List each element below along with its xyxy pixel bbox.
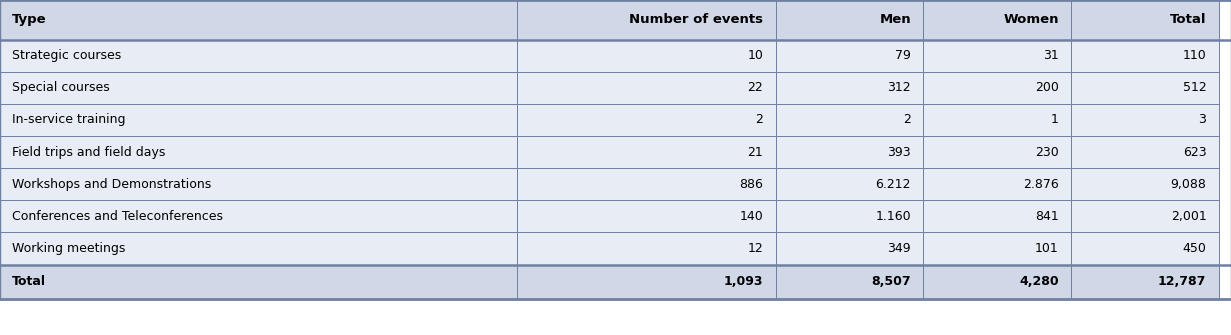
Text: 12: 12 — [747, 242, 763, 255]
Bar — [1071, 72, 1219, 104]
Bar — [0, 265, 517, 299]
Bar — [923, 232, 1071, 265]
Text: 1: 1 — [1051, 114, 1059, 126]
Text: 140: 140 — [740, 210, 763, 223]
Bar — [1071, 40, 1219, 72]
Text: 1.160: 1.160 — [875, 210, 911, 223]
Text: Field trips and field days: Field trips and field days — [12, 146, 166, 158]
Bar — [776, 265, 923, 299]
Bar — [776, 0, 923, 40]
Text: 450: 450 — [1183, 242, 1206, 255]
Text: Type: Type — [12, 13, 47, 26]
Bar — [1071, 232, 1219, 265]
Bar — [0, 168, 517, 200]
Text: Workshops and Demonstrations: Workshops and Demonstrations — [12, 178, 212, 191]
Text: 2: 2 — [756, 114, 763, 126]
Bar — [923, 0, 1071, 40]
Bar — [517, 72, 776, 104]
Text: 393: 393 — [888, 146, 911, 158]
Text: Strategic courses: Strategic courses — [12, 49, 122, 62]
Bar — [776, 104, 923, 136]
Text: Conferences and Teleconferences: Conferences and Teleconferences — [12, 210, 223, 223]
Bar — [0, 200, 517, 232]
Text: 623: 623 — [1183, 146, 1206, 158]
Text: 230: 230 — [1035, 146, 1059, 158]
Text: 312: 312 — [888, 81, 911, 94]
Bar — [517, 40, 776, 72]
Bar — [923, 168, 1071, 200]
Text: 31: 31 — [1043, 49, 1059, 62]
Text: 22: 22 — [747, 81, 763, 94]
Text: Total: Total — [12, 275, 47, 288]
Text: In-service training: In-service training — [12, 114, 126, 126]
Text: Number of events: Number of events — [629, 13, 763, 26]
Bar — [1071, 265, 1219, 299]
Bar — [517, 265, 776, 299]
Text: Women: Women — [1003, 13, 1059, 26]
Bar — [923, 200, 1071, 232]
Text: 6.212: 6.212 — [875, 178, 911, 191]
Bar — [776, 168, 923, 200]
Bar — [776, 72, 923, 104]
Bar — [776, 232, 923, 265]
Text: 1,093: 1,093 — [724, 275, 763, 288]
Bar — [776, 40, 923, 72]
Bar — [0, 136, 517, 168]
Bar — [1071, 136, 1219, 168]
Bar — [1071, 200, 1219, 232]
Bar — [0, 232, 517, 265]
Text: 8,507: 8,507 — [872, 275, 911, 288]
Text: 110: 110 — [1183, 49, 1206, 62]
Text: 841: 841 — [1035, 210, 1059, 223]
Bar — [0, 72, 517, 104]
Text: 2.876: 2.876 — [1023, 178, 1059, 191]
Bar — [923, 265, 1071, 299]
Bar — [1071, 0, 1219, 40]
Text: 349: 349 — [888, 242, 911, 255]
Bar — [1071, 168, 1219, 200]
Text: 4,280: 4,280 — [1019, 275, 1059, 288]
Text: 101: 101 — [1035, 242, 1059, 255]
Bar — [517, 104, 776, 136]
Bar — [776, 136, 923, 168]
Text: 200: 200 — [1035, 81, 1059, 94]
Bar — [923, 104, 1071, 136]
Text: 9,088: 9,088 — [1171, 178, 1206, 191]
Text: 886: 886 — [740, 178, 763, 191]
Text: Special courses: Special courses — [12, 81, 110, 94]
Text: 3: 3 — [1199, 114, 1206, 126]
Bar — [776, 200, 923, 232]
Text: 12,787: 12,787 — [1158, 275, 1206, 288]
Bar — [0, 104, 517, 136]
Text: 10: 10 — [747, 49, 763, 62]
Text: 512: 512 — [1183, 81, 1206, 94]
Text: Total: Total — [1169, 13, 1206, 26]
Text: 2,001: 2,001 — [1171, 210, 1206, 223]
Text: 79: 79 — [895, 49, 911, 62]
Bar — [517, 232, 776, 265]
Bar — [0, 40, 517, 72]
Bar — [517, 200, 776, 232]
Bar — [923, 72, 1071, 104]
Text: Working meetings: Working meetings — [12, 242, 126, 255]
Bar — [0, 0, 517, 40]
Bar — [923, 40, 1071, 72]
Bar — [1071, 104, 1219, 136]
Text: 21: 21 — [747, 146, 763, 158]
Text: 2: 2 — [904, 114, 911, 126]
Bar — [923, 136, 1071, 168]
Bar — [517, 136, 776, 168]
Bar — [517, 168, 776, 200]
Text: Men: Men — [879, 13, 911, 26]
Bar — [517, 0, 776, 40]
